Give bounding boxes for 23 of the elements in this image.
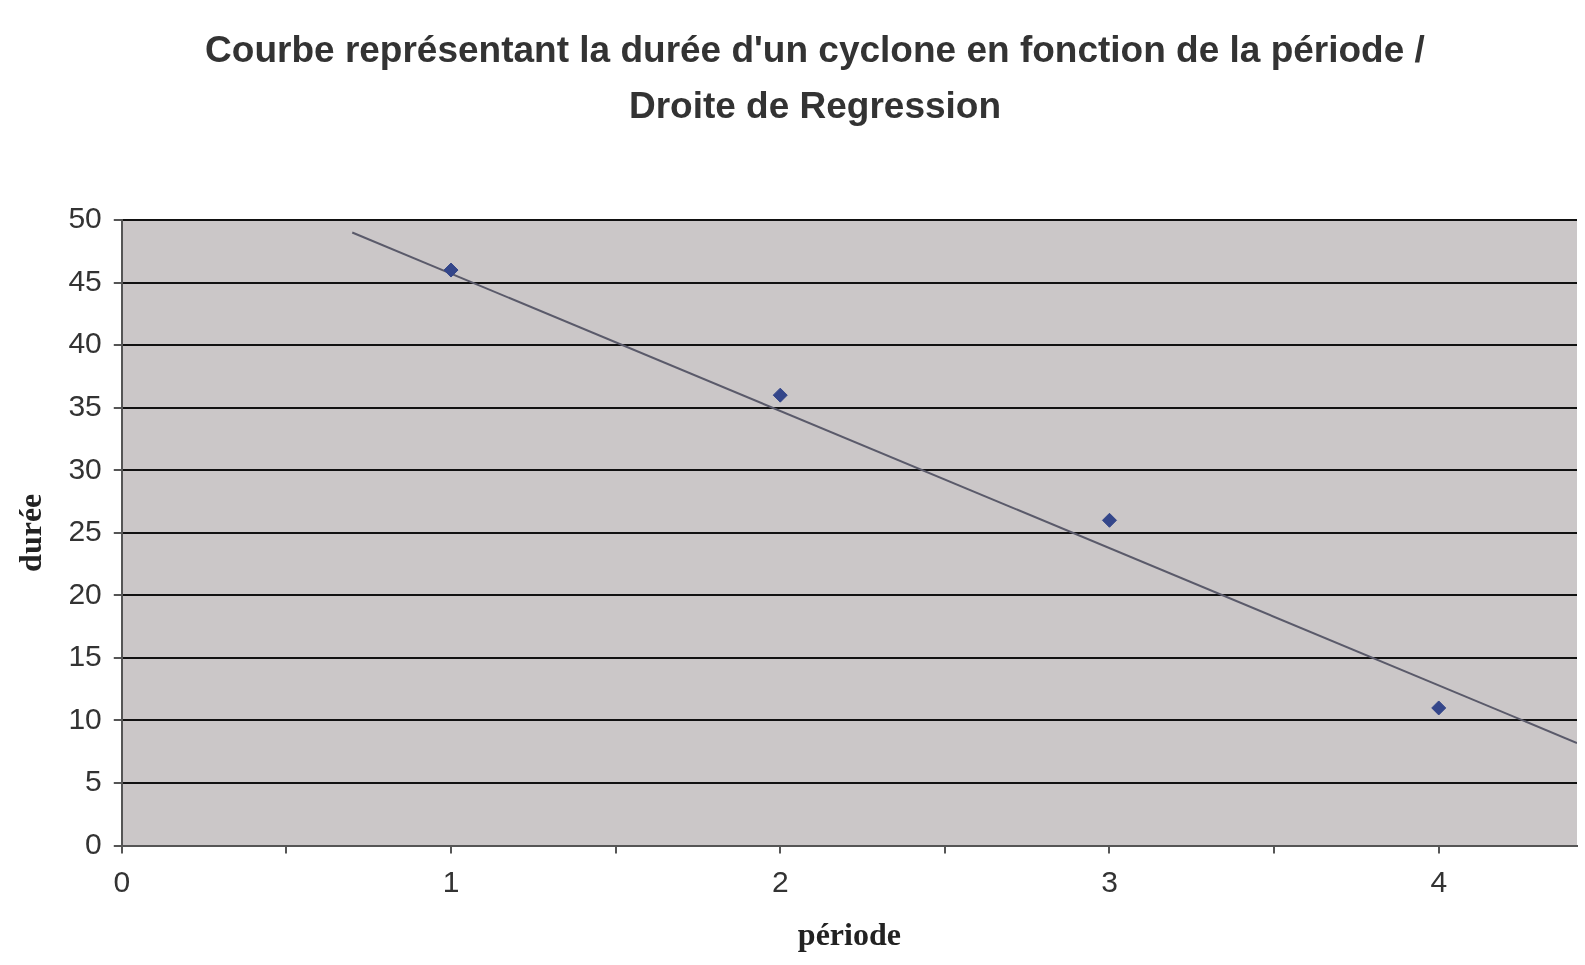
- x-tick-label: 3: [1101, 864, 1118, 898]
- x-tick-label: 0: [113, 864, 131, 898]
- point: [443, 262, 459, 278]
- y-axis-title: durée: [12, 493, 49, 572]
- point: [772, 387, 788, 403]
- y-tick-label: 40: [68, 326, 102, 360]
- y-tick-label: 30: [68, 451, 102, 485]
- y-tick-label: 45: [68, 263, 102, 297]
- point: [1431, 700, 1447, 716]
- y-tick-label: 5: [85, 764, 102, 798]
- y-tick-label: 0: [85, 826, 102, 860]
- x-tick-label: 4: [1430, 864, 1448, 898]
- y-tick-label: 50: [68, 201, 102, 235]
- x-axis-title: période: [797, 916, 901, 953]
- point: [1101, 512, 1117, 528]
- chart-title: Courbe représentant la durée d'un cyclone en fonction de la période / Droite de Regression: [204, 28, 1426, 128]
- y-tick-label: 35: [68, 388, 102, 422]
- y-tick-label: 25: [68, 514, 102, 548]
- y-tick-label: 20: [68, 576, 102, 610]
- x-tick-label: 2: [771, 864, 789, 898]
- y-tick-label: 10: [68, 701, 102, 735]
- x-tick-label: 1: [442, 864, 460, 898]
- y-tick-label: 15: [68, 639, 102, 673]
